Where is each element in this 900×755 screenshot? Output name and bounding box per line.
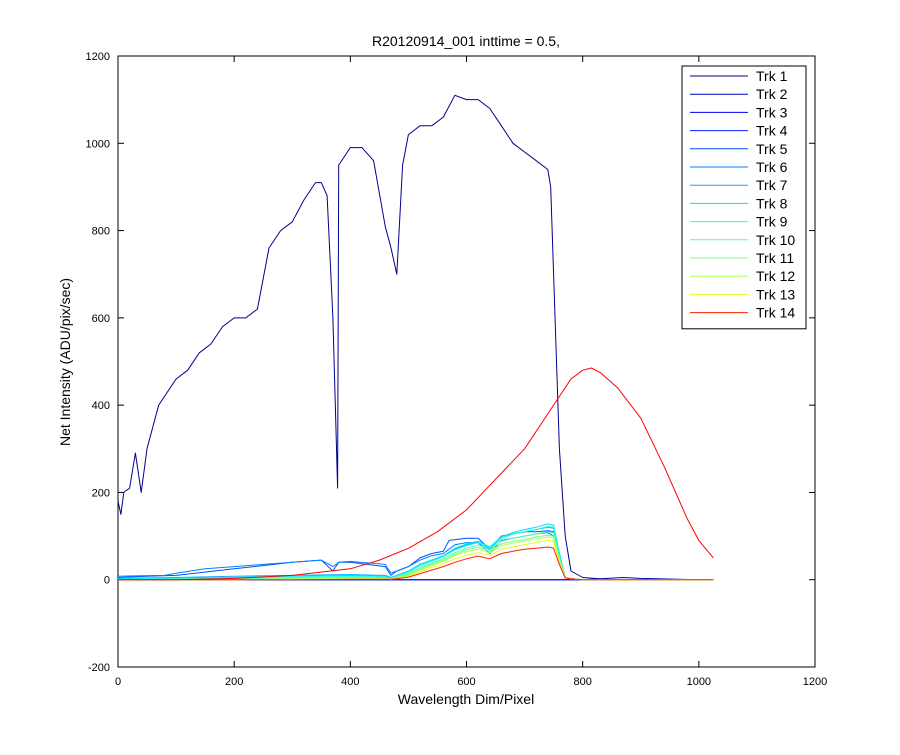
series-line-15 bbox=[118, 367, 714, 581]
y-tick-label: 0 bbox=[104, 575, 110, 587]
legend-box bbox=[681, 65, 807, 330]
x-tick-label: 1200 bbox=[803, 676, 827, 688]
legend-entry: Trk 8 bbox=[756, 195, 788, 211]
legend-entry: Trk 4 bbox=[756, 123, 788, 139]
legend-entry: Trk 10 bbox=[756, 232, 795, 248]
y-tick-label: 400 bbox=[92, 400, 110, 412]
x-tick-label: 800 bbox=[573, 676, 591, 688]
x-tick-label: 600 bbox=[457, 676, 475, 688]
y-axis-label: Net Intensity (ADU/pix/sec) bbox=[57, 278, 73, 446]
y-tick-label: 800 bbox=[92, 226, 110, 238]
legend-entry: Trk 6 bbox=[756, 159, 788, 175]
legend-entry: Trk 7 bbox=[756, 177, 788, 193]
series-line-1 bbox=[117, 94, 714, 581]
y-tick-label: 600 bbox=[92, 313, 110, 325]
legend-entry: Trk 1 bbox=[756, 68, 788, 84]
legend: Trk 1 Trk 2 Trk 3 Trk 4 Trk 5 Trk 6 Trk 7 Trk 8… bbox=[681, 65, 807, 330]
series-line-14 bbox=[118, 546, 714, 581]
legend-entry: Trk 14 bbox=[756, 305, 795, 321]
x-tick-label: 200 bbox=[225, 676, 243, 688]
chart-title: R20120914_001 inttime = 0.5, bbox=[372, 33, 560, 49]
x-tick-label: 1000 bbox=[687, 676, 711, 688]
legend-entry: Trk 2 bbox=[756, 86, 788, 102]
y-tick-label: 1200 bbox=[86, 51, 110, 63]
y-tick-label: 1000 bbox=[86, 138, 110, 150]
legend-entry: Trk 12 bbox=[756, 268, 795, 284]
legend-entry: Trk 13 bbox=[756, 286, 795, 302]
plot-area: 0 200 400 600 800 1000 1200 -200 0 200 400 600 800 10… bbox=[86, 51, 828, 688]
y-tick-label: -200 bbox=[88, 662, 110, 674]
legend-entry: Trk 9 bbox=[756, 214, 788, 230]
x-tick-label: 400 bbox=[341, 676, 359, 688]
legend-entry: Trk 3 bbox=[756, 104, 788, 120]
x-axis-label: Wavelength Dim/Pixel bbox=[398, 691, 534, 707]
x-tick-label: 0 bbox=[115, 676, 121, 688]
y-tick-label: 200 bbox=[92, 487, 110, 499]
legend-entry: Trk 5 bbox=[756, 141, 788, 157]
legend-entry: Trk 11 bbox=[756, 250, 794, 266]
